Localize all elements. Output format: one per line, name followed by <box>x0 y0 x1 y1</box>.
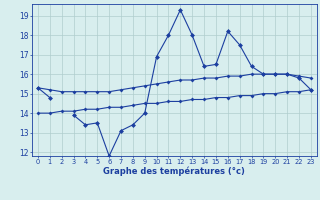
X-axis label: Graphe des températures (°c): Graphe des températures (°c) <box>103 167 245 176</box>
